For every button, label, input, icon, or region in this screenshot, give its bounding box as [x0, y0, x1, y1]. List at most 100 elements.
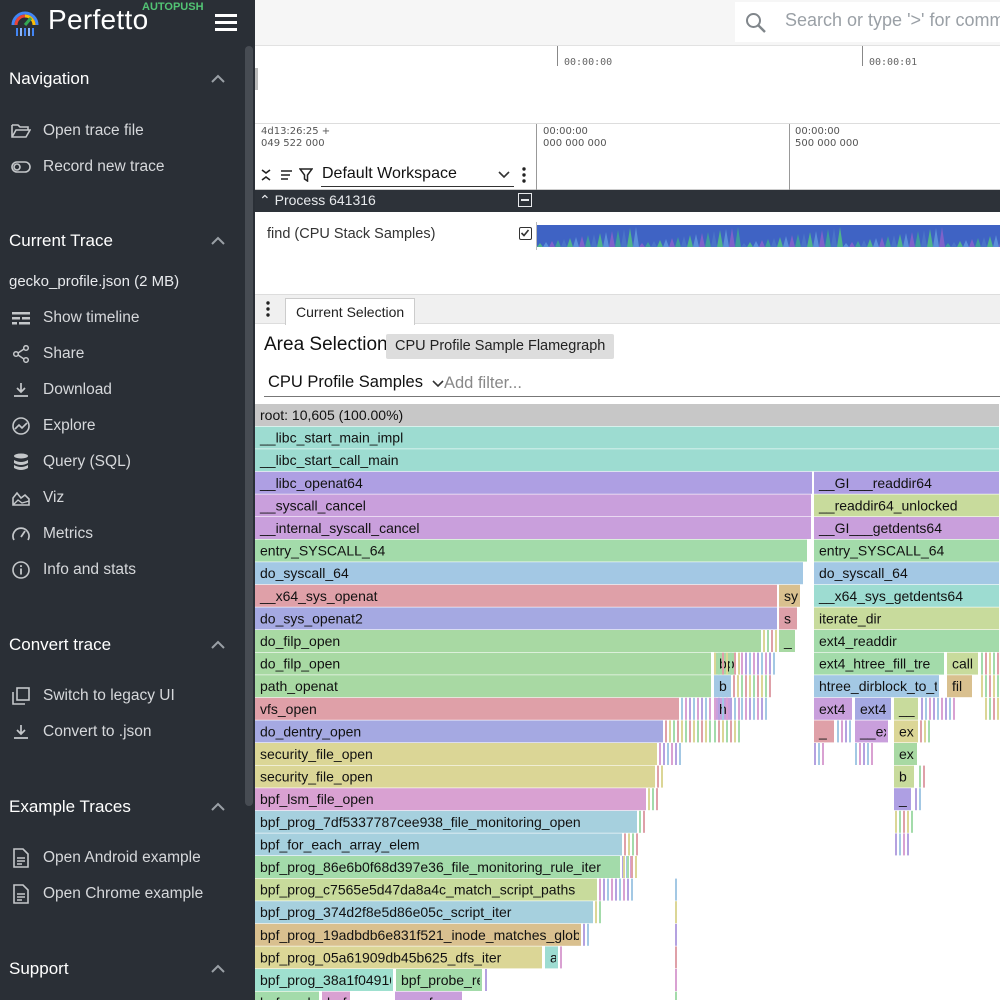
flame-frame-sliver[interactable]: [652, 788, 654, 811]
flame-frame-sliver[interactable]: [701, 697, 703, 720]
flame-frame-sliver[interactable]: [989, 652, 991, 675]
flame-frame[interactable]: do_sys_openat2: [255, 607, 777, 630]
flame-frame-sliver[interactable]: [734, 697, 736, 720]
flame-frame-sliver[interactable]: [681, 720, 683, 743]
flame-frame[interactable]: __internal_syscall_cancel: [255, 517, 811, 539]
flame-frame-sliver[interactable]: [924, 720, 926, 743]
flame-frame[interactable]: ext4_htree_fill_tre: [814, 652, 944, 675]
flame-frame-sliver[interactable]: [595, 901, 597, 924]
flame-frame[interactable]: security_file_open: [255, 743, 657, 765]
flame-frame-sliver[interactable]: [675, 946, 677, 969]
flame-frame-sliver[interactable]: [730, 697, 732, 720]
chevron-up-icon[interactable]: [211, 800, 225, 814]
flame-frame-sliver[interactable]: [989, 697, 991, 720]
flame-frame-sliver[interactable]: [631, 856, 633, 878]
flame-frame[interactable]: ext4_readdir: [814, 630, 999, 652]
track-row[interactable]: find (CPU Stack Samples): [255, 222, 1000, 250]
flame-frame-sliver[interactable]: [993, 675, 995, 698]
flame-frame-sliver[interactable]: [628, 833, 630, 856]
flame-frame-sliver[interactable]: [627, 856, 629, 878]
flame-frame[interactable]: ext4: [814, 697, 852, 720]
process-track-group[interactable]: ⌃ Process 641316: [255, 190, 1000, 212]
flamegraph-svg[interactable]: root: 10,605 (100.00%) __libc_start_main_…: [255, 404, 1000, 1000]
flame-frame-sliver[interactable]: [849, 720, 851, 743]
flame-frame-sliver[interactable]: [745, 675, 747, 698]
flame-frame-sliver[interactable]: [714, 720, 716, 743]
flame-frame-sliver[interactable]: [985, 697, 987, 720]
flame-frame[interactable]: do_filp_open: [255, 652, 711, 675]
flame-frame[interactable]: __x64_sys_openat: [255, 584, 777, 607]
chevron-up-icon[interactable]: [211, 234, 225, 248]
flame-frame-sliver[interactable]: [679, 743, 681, 765]
flame-frame[interactable]: bpf: [322, 991, 350, 1000]
more-vert-icon[interactable]: [266, 301, 270, 317]
flame-frame-sliver[interactable]: [871, 743, 873, 765]
flame-frame-sliver[interactable]: [981, 652, 983, 675]
flame-frame-sliver[interactable]: [635, 856, 637, 878]
flame-frame-sliver[interactable]: [745, 697, 747, 720]
flame-frame-sliver[interactable]: [693, 720, 695, 743]
sidebar-item-open-trace-file[interactable]: Open trace file: [10, 119, 144, 143]
filter-input[interactable]: Add filter...: [444, 374, 522, 392]
flame-frame-sliver[interactable]: [993, 652, 995, 675]
flame-frame-sliver[interactable]: [928, 720, 930, 743]
flame-frame-sliver[interactable]: [675, 743, 677, 765]
flame-frame[interactable]: b: [894, 765, 914, 788]
sidebar-item-share[interactable]: Share: [10, 342, 84, 366]
flame-frame-sliver[interactable]: [685, 697, 687, 720]
flame-frame-sliver[interactable]: [769, 675, 771, 698]
flame-frame-sliver[interactable]: [701, 720, 703, 743]
flame-frame-sliver[interactable]: [705, 697, 707, 720]
flame-frame[interactable]: ext4: [855, 697, 891, 720]
flame-frame-sliver[interactable]: [985, 675, 987, 698]
sidebar-item-open-chrome-example[interactable]: Open Chrome example: [10, 882, 203, 906]
flame-frame-sliver[interactable]: [903, 833, 905, 856]
flame-frame-sliver[interactable]: [863, 743, 865, 765]
flame-frame[interactable]: __syscall_cancel: [255, 494, 811, 517]
flame-frame-sliver[interactable]: [697, 697, 699, 720]
flame-frame-sliver[interactable]: [945, 697, 947, 720]
flame-frame[interactable]: bpf_prog_c7565e5d47da8a4c_match_script_p…: [255, 878, 597, 901]
flame-frame-sliver[interactable]: [953, 697, 955, 720]
flame-frame-sliver[interactable]: [738, 720, 740, 743]
flame-frame-sliver[interactable]: [753, 652, 755, 675]
flame-frame-sliver[interactable]: [659, 743, 661, 765]
sidebar-item-convert-to-json[interactable]: Convert to .json: [10, 720, 152, 744]
overview-handle[interactable]: [255, 68, 258, 90]
flame-frame-sliver[interactable]: [639, 810, 641, 833]
flame-frame-sliver[interactable]: [611, 878, 613, 901]
flame-frame-sliver[interactable]: [603, 878, 605, 901]
flame-frame-sliver[interactable]: [661, 765, 663, 788]
flame-frame[interactable]: b: [714, 675, 731, 698]
flame-frame[interactable]: s: [779, 607, 797, 630]
flame-frame-sliver[interactable]: [677, 720, 679, 743]
flame-frame[interactable]: __x64_sys_getdents64: [814, 584, 999, 607]
flame-frame-sliver[interactable]: [773, 652, 775, 675]
flame-frame-sliver[interactable]: [761, 675, 763, 698]
flame-frame-sliver[interactable]: [841, 720, 843, 743]
flame-frame-sliver[interactable]: [765, 675, 767, 698]
flame-frame[interactable]: bpf_prob: [255, 991, 319, 1000]
flame-frame[interactable]: _: [894, 788, 911, 811]
flame-frame-sliver[interactable]: [709, 697, 711, 720]
flame-frame-sliver[interactable]: [814, 743, 816, 765]
flame-frame-sliver[interactable]: [607, 878, 609, 901]
flame-frame[interactable]: bp: [714, 652, 736, 675]
section-title-current-trace[interactable]: Current Trace: [9, 231, 113, 250]
flame-frame-sliver[interactable]: [753, 675, 755, 698]
flame-frame-sliver[interactable]: [623, 856, 625, 878]
flame-frame-sliver[interactable]: [685, 720, 687, 743]
sidebar-item-viz[interactable]: Viz: [10, 486, 64, 510]
flame-frame[interactable]: bpf_prog_86e6b0f68d397e36_file_monitorin…: [255, 856, 620, 878]
sidebar-item-info-and-stats[interactable]: Info and stats: [10, 558, 136, 582]
flame-frame[interactable]: path_openat: [255, 675, 711, 698]
flame-frame-sliver[interactable]: [907, 810, 909, 833]
flame-frame-sliver[interactable]: [985, 652, 987, 675]
flame-frame-sliver[interactable]: [933, 697, 935, 720]
flame-frame[interactable]: htree_dirblock_to_t: [814, 675, 939, 698]
flame-frame-sliver[interactable]: [845, 720, 847, 743]
flame-frame-sliver[interactable]: [485, 969, 487, 991]
flame-frame[interactable]: __readdir64_unlocked: [814, 494, 999, 517]
flame-frame[interactable]: _: [779, 630, 795, 652]
flame-frame-sliver[interactable]: [765, 652, 767, 675]
